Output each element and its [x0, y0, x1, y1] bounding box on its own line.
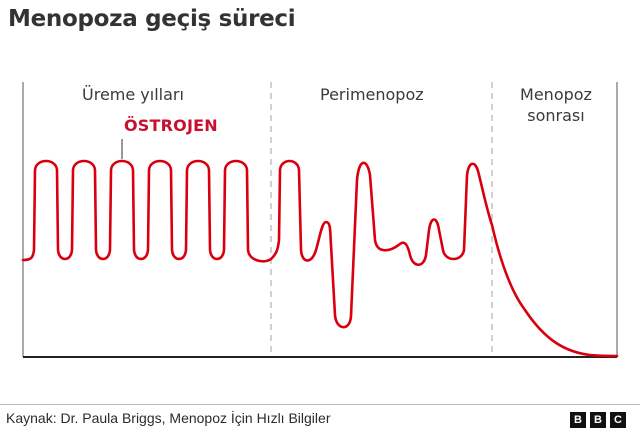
bbc-logo-letter-3: C: [610, 412, 626, 428]
phase-label-postmenopause-line1: Menopoz: [520, 85, 592, 104]
phase-label-postmenopause-line2: sonrası: [527, 106, 585, 125]
phase-label-reproductive: Üreme yılları: [82, 85, 184, 104]
estrogen-label: ÖSTROJEN: [124, 116, 218, 135]
source-text: Kaynak: Dr. Paula Briggs, Menopoz İçin H…: [6, 410, 331, 426]
phase-label-perimenopause: Perimenopoz: [320, 85, 424, 104]
chart-title: Menopoza geçiş süreci: [8, 6, 296, 32]
bbc-logo: B B C: [570, 412, 626, 428]
estrogen-chart: [21, 82, 619, 358]
footer-divider: [0, 404, 640, 405]
bbc-logo-letter-1: B: [570, 412, 586, 428]
estrogen-line: [21, 159, 619, 358]
bbc-logo-letter-2: B: [590, 412, 606, 428]
phase-label-postmenopause: Menopoz sonrası: [510, 84, 602, 126]
